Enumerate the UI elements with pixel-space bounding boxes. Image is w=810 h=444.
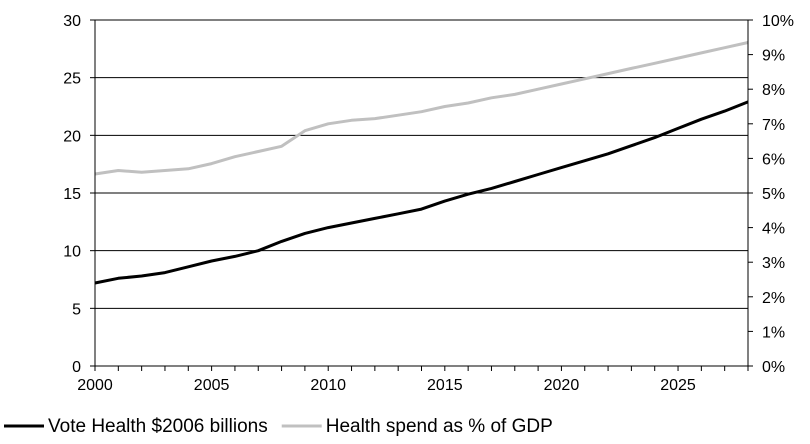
x-tick-label: 2010 bbox=[310, 377, 346, 394]
y-left-tick-label: 0 bbox=[72, 359, 81, 376]
y-left-tick-label: 30 bbox=[63, 13, 81, 30]
gridlines bbox=[95, 19, 748, 309]
series-line-health-spend-gdp bbox=[94, 41, 749, 176]
y-left-tick-label: 5 bbox=[72, 301, 81, 318]
y-left-tick-label: 25 bbox=[63, 71, 81, 88]
axes bbox=[90, 19, 753, 371]
y-right-tick-label: 10% bbox=[762, 13, 794, 30]
y-right-tick-label: 2% bbox=[762, 290, 785, 307]
y-right-tick-label: 1% bbox=[762, 324, 785, 341]
y-right-tick-label: 8% bbox=[762, 82, 785, 99]
legend-label: Vote Health $2006 billions bbox=[48, 416, 268, 437]
legend-label: Health spend as % of GDP bbox=[326, 416, 553, 437]
y-left-tick-label: 20 bbox=[63, 128, 81, 145]
series-lines bbox=[94, 41, 749, 285]
y-right-tick-label: 6% bbox=[762, 151, 785, 168]
x-tick-label: 2005 bbox=[194, 377, 230, 394]
x-tick-label: 2015 bbox=[427, 377, 463, 394]
y-left-tick-label: 15 bbox=[63, 186, 81, 203]
y-right-tick-label: 9% bbox=[762, 48, 785, 65]
x-tick-label: 2025 bbox=[660, 377, 696, 394]
y-right-tick-label: 0% bbox=[762, 359, 785, 376]
y-right-tick-label: 7% bbox=[762, 117, 785, 134]
y-right-tick-label: 4% bbox=[762, 221, 785, 238]
y-right-tick-label: 5% bbox=[762, 186, 785, 203]
y-right-tick-label: 3% bbox=[762, 255, 785, 272]
series-line-vote-health bbox=[94, 100, 749, 285]
legend: Vote Health $2006 billions Health spend a… bbox=[4, 416, 553, 437]
y-left-tick-label: 10 bbox=[63, 244, 81, 261]
x-tick-label: 2020 bbox=[544, 377, 580, 394]
x-tick-label: 2000 bbox=[77, 377, 113, 394]
